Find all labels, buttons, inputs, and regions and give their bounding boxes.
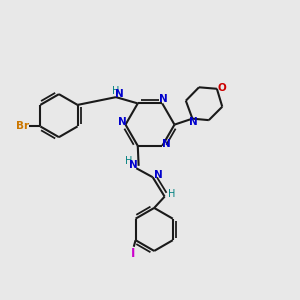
Text: O: O: [217, 82, 226, 93]
Text: I: I: [130, 247, 135, 260]
Text: N: N: [159, 94, 168, 104]
Text: N: N: [154, 170, 162, 180]
Text: H: H: [125, 156, 133, 166]
Text: H: H: [112, 85, 119, 96]
Text: Br: Br: [16, 122, 29, 131]
Text: N: N: [162, 139, 171, 149]
Text: N: N: [115, 89, 123, 100]
Text: H: H: [167, 189, 175, 199]
Text: N: N: [129, 160, 138, 170]
Text: N: N: [189, 117, 198, 127]
Text: N: N: [118, 117, 126, 127]
